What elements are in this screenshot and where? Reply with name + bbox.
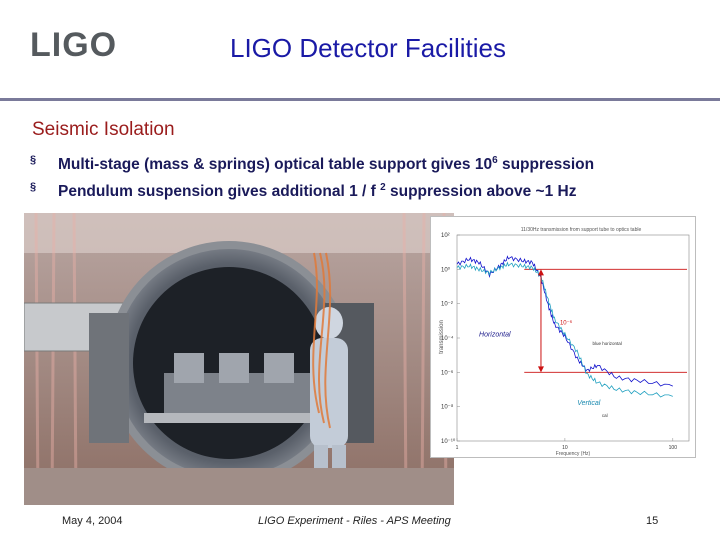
bullet-marker-icon: § — [30, 154, 37, 166]
bullet-text: Multi-stage (mass & springs) optical tab… — [58, 156, 493, 174]
bullet-item: § Multi-stage (mass & springs) optical t… — [30, 149, 594, 176]
footer-page-number: 15 — [646, 515, 659, 527]
vacuum-chamber-photo — [24, 213, 454, 505]
ligo-logo: LIGO — [30, 26, 118, 64]
section-heading: Seismic Isolation — [32, 119, 175, 140]
y-tick-label: 10⁻⁶ — [441, 369, 454, 376]
x-tick-label: 100 — [669, 445, 678, 451]
transmission-plot: 11/30Hz transmission from support tube t… — [430, 216, 696, 458]
y-tick-label: 10⁻⁴ — [441, 335, 454, 342]
horizontal-annotation: Horizontal — [479, 331, 511, 338]
bullet-marker-icon: § — [30, 181, 37, 194]
bullet-text: Pendulum suspension gives additional 1 /… — [58, 183, 381, 201]
arrow-head-down-icon — [537, 366, 544, 373]
slide-title: LIGO Detector Facilities — [230, 33, 506, 63]
y-tick-label: 10⁻⁸ — [441, 404, 454, 411]
vertical-annotation: Vertical — [577, 400, 601, 407]
bullet-item: § Pendulum suspension gives additional 1… — [30, 176, 594, 203]
arrow-head-up-icon — [537, 269, 544, 276]
transmission-chart: 11/30Hz transmission from support tube t… — [439, 227, 690, 457]
chamber-illustration — [24, 213, 454, 505]
bullet-text-end: suppression above ~1 Hz — [385, 183, 577, 201]
series-line-vertical — [456, 261, 673, 398]
y-tick-label: 10⁰ — [441, 266, 451, 273]
bullet-superscript: 6 — [492, 155, 498, 166]
y-tick-label: 10² — [441, 233, 450, 239]
y-tick-label: 10⁻² — [441, 302, 453, 308]
bullet-superscript: 2 — [380, 182, 386, 194]
cal-label: cal — [602, 413, 608, 418]
y-axis-label: transmission — [439, 320, 445, 354]
blue-horizontal-label: blue horizontal — [592, 341, 621, 346]
x-tick-label: 10 — [562, 445, 568, 451]
bullet-list: § Multi-stage (mass & springs) optical t… — [30, 149, 594, 203]
y-tick-label: 10⁻¹⁰ — [441, 438, 456, 445]
suppression-annotation: 10⁻⁶ — [560, 319, 573, 326]
chart-title: 11/30Hz transmission from support tube t… — [521, 227, 642, 233]
x-axis-label: Frequency (Hz) — [556, 451, 591, 457]
title-divider — [0, 98, 720, 101]
footer-date: May 4, 2004 — [62, 515, 123, 527]
footer-presentation-title: LIGO Experiment - Riles - APS Meeting — [258, 515, 451, 527]
bullet-text-end: suppression — [497, 156, 595, 174]
x-tick-label: 1 — [456, 445, 459, 451]
